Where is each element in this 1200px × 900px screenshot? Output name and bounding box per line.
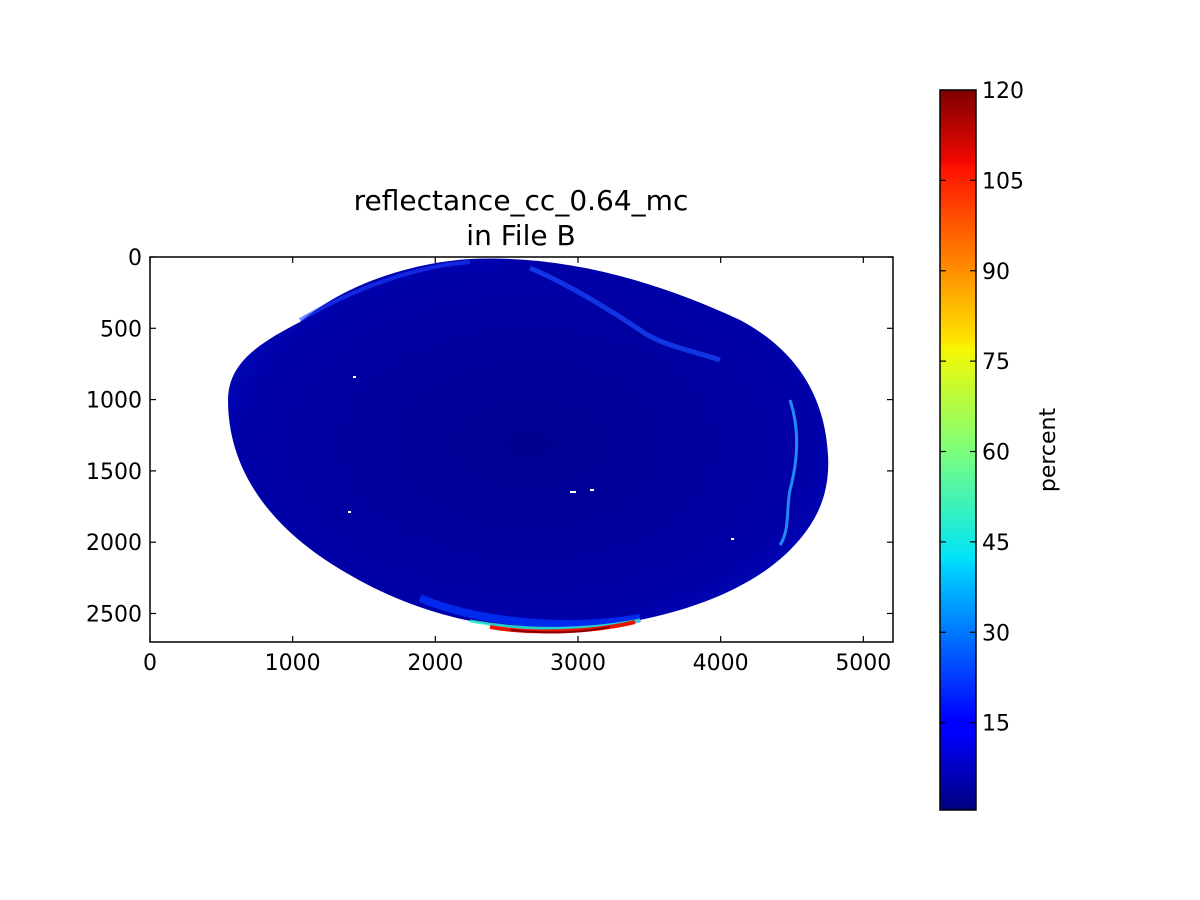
plot-area: [150, 257, 893, 642]
colorbar-tick-label: 105: [982, 169, 1024, 194]
land-feature: [529, 265, 721, 363]
chart-title: reflectance_cc_0.64_mc: [354, 184, 689, 217]
speck-1: [570, 491, 576, 493]
colorbar-tick-label: 60: [982, 441, 1010, 466]
x-tick-label: 4000: [693, 651, 749, 676]
x-tick-label: 5000: [835, 651, 891, 676]
colorbar-tick-label: 30: [982, 621, 1010, 646]
speck-3: [348, 511, 351, 513]
south-limb-max: [509, 626, 611, 634]
north-limb-feature: [298, 260, 471, 322]
x-tick-label: 0: [143, 651, 157, 676]
x-tick-label: 1000: [265, 651, 321, 676]
colorbar-tick-label: 45: [982, 531, 1010, 556]
speck-4: [731, 538, 734, 540]
x-tick-label: 2000: [407, 651, 463, 676]
y-tick-label: 1000: [86, 389, 142, 414]
colorbar-label: percent: [1036, 407, 1061, 492]
y-tick-label: 0: [128, 246, 142, 271]
x-axis: 0 1000 2000 3000 4000 5000: [143, 257, 891, 676]
colorbar: [939, 89, 977, 811]
y-tick-label: 1500: [86, 460, 142, 485]
south-limb-feature: [418, 594, 641, 628]
y-tick-label: 500: [100, 317, 142, 342]
earth-disk: [228, 258, 829, 630]
colorbar-tick-label: 15: [982, 712, 1010, 737]
speck-5: [353, 376, 356, 378]
y-tick-label: 2500: [86, 602, 142, 627]
colorbar-tick-label: 120: [982, 79, 1024, 104]
colorbar-ticks: 15 30 45 60 75 90 105 120: [940, 79, 1024, 737]
earth-disk-image: [228, 258, 829, 634]
coast-feature: [778, 399, 799, 546]
chart-subtitle: in File B: [466, 219, 575, 252]
y-axis: 0 500 1000 1500 2000 2500: [86, 246, 893, 627]
colorbar-tick-label: 90: [982, 260, 1010, 285]
x-tick-label: 3000: [550, 651, 606, 676]
speck-2: [590, 489, 594, 491]
axes-frame: [149, 256, 894, 643]
colorbar-tick-label: 75: [982, 350, 1010, 375]
y-tick-label: 2000: [86, 531, 142, 556]
